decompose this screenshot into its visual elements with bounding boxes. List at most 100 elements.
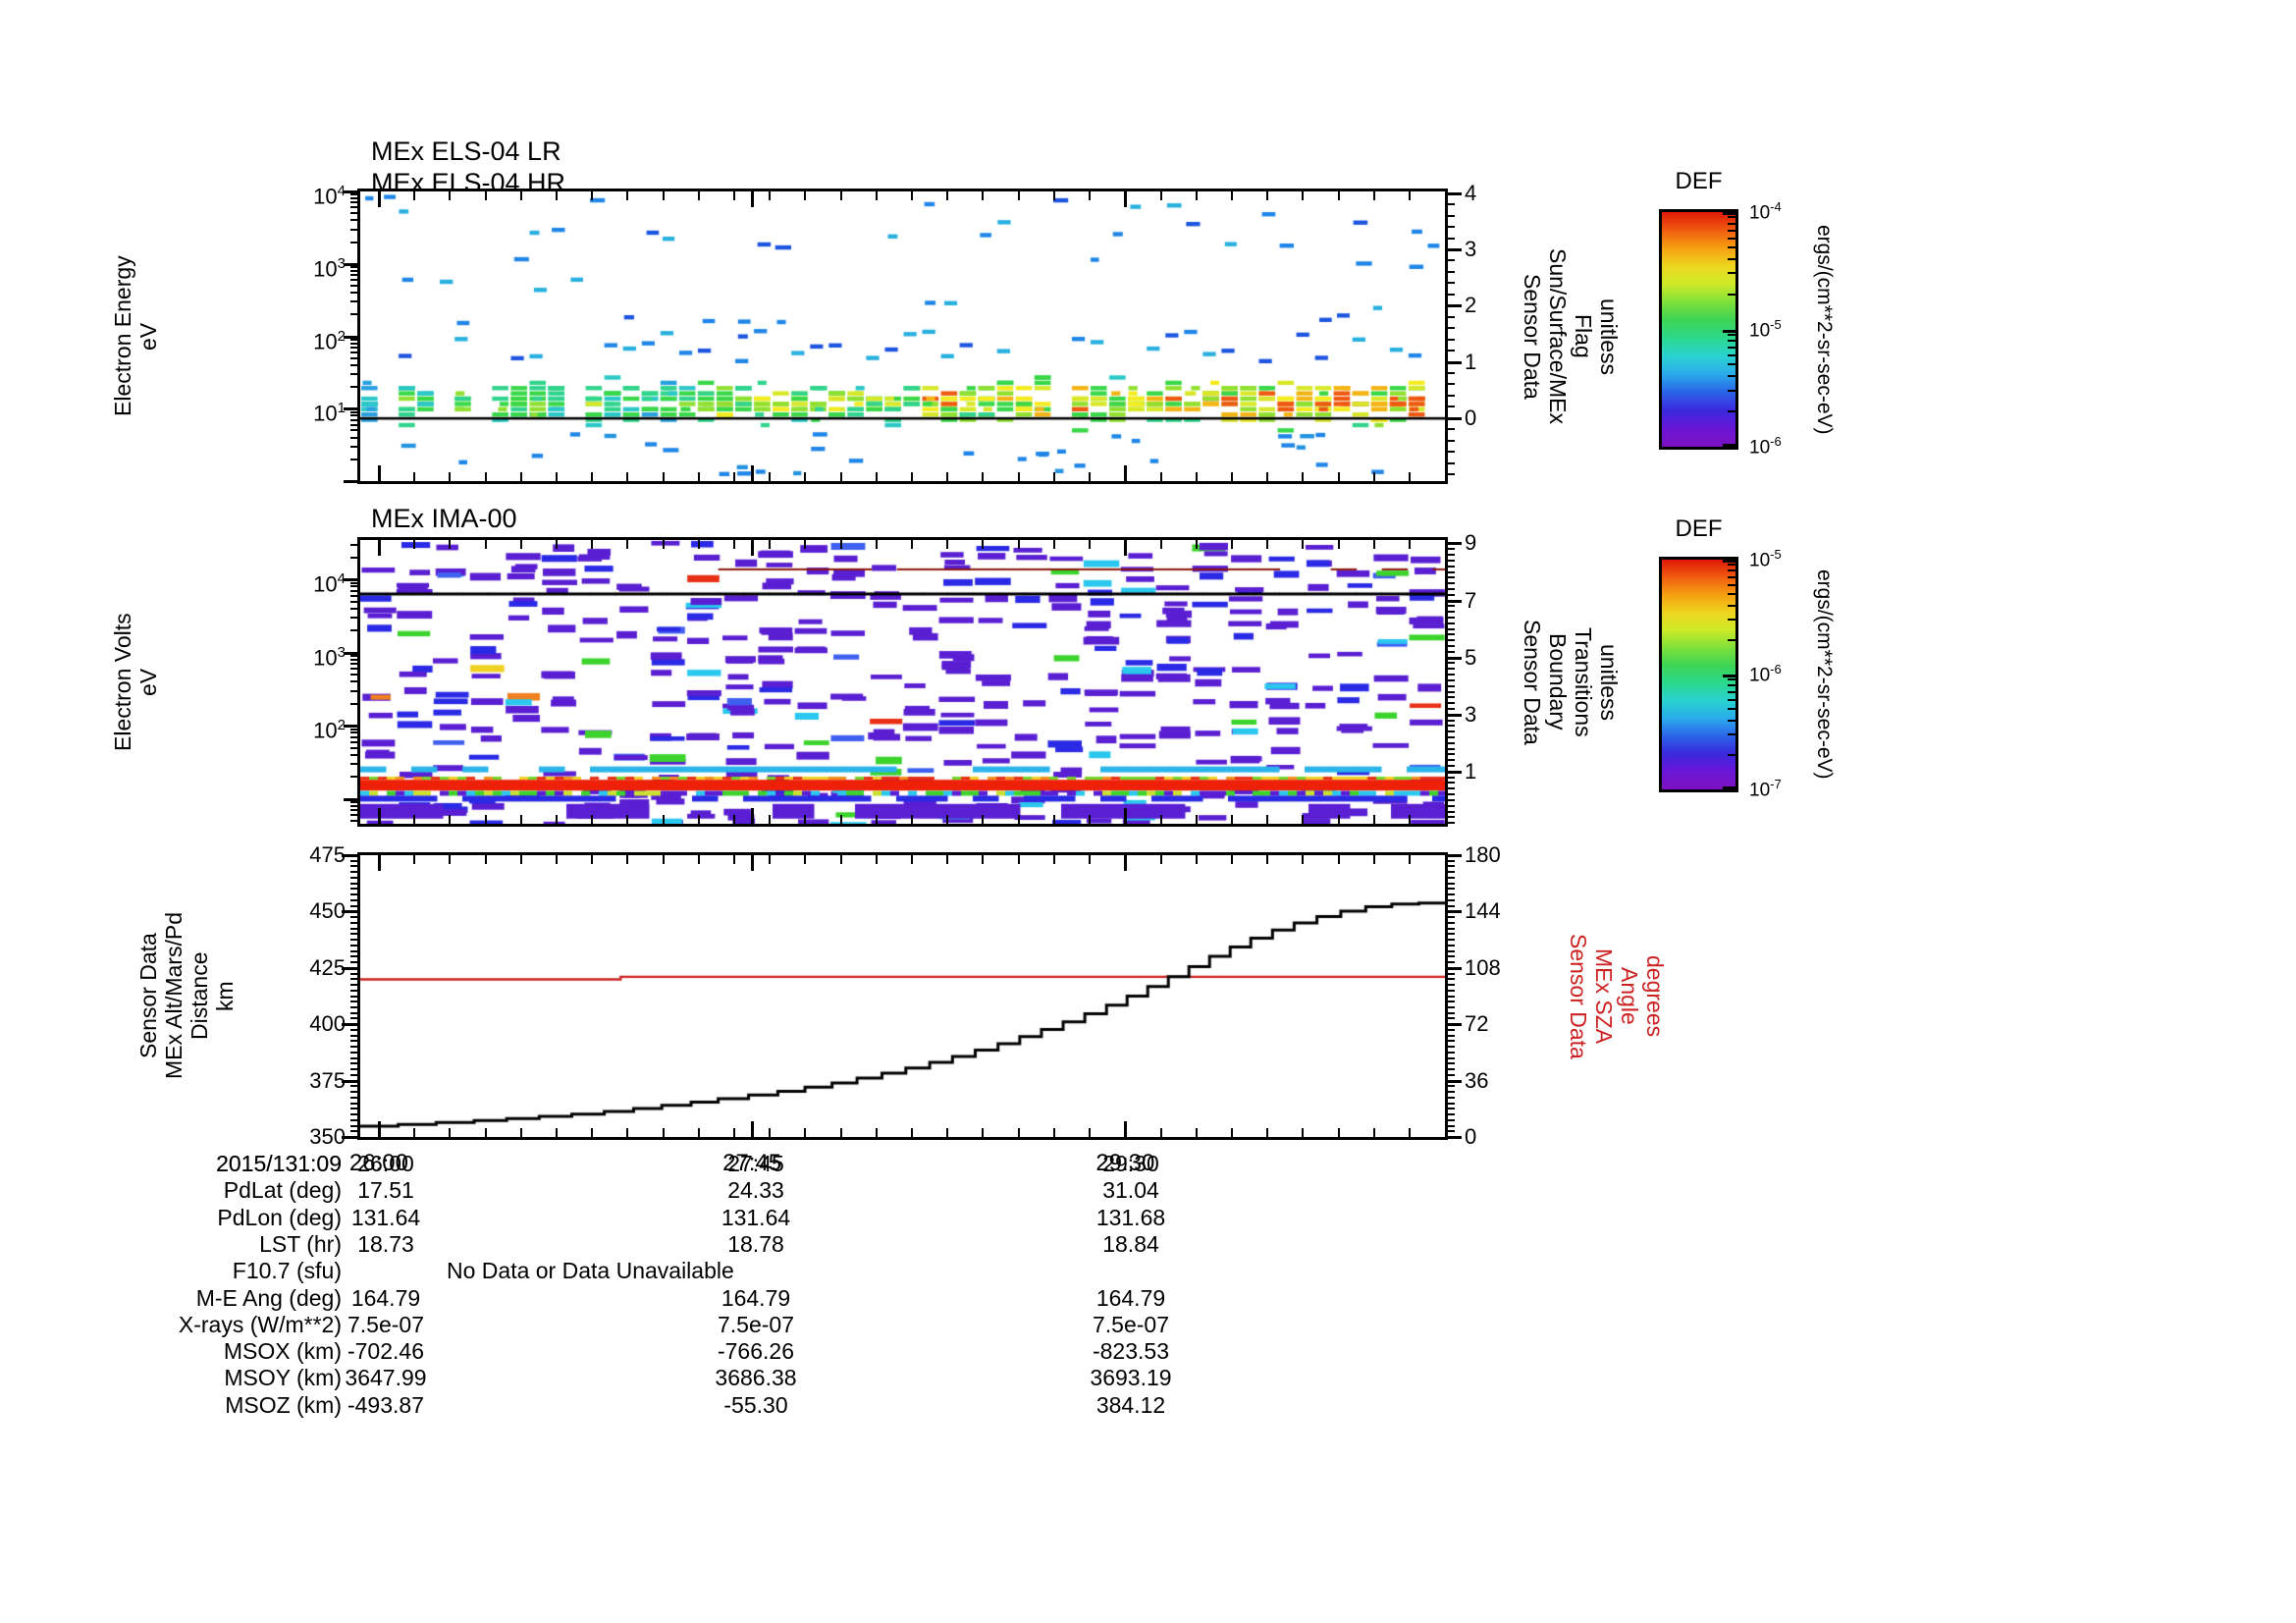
axis-tick bbox=[1448, 611, 1455, 613]
axis-tick bbox=[1409, 855, 1411, 864]
axis-tick bbox=[1448, 771, 1462, 774]
axis-tick bbox=[626, 815, 628, 824]
axis-tick bbox=[1728, 389, 1735, 392]
axis-tick bbox=[1231, 472, 1233, 481]
axis-tick bbox=[804, 1128, 806, 1137]
axis-tick bbox=[1448, 1085, 1455, 1087]
axis-tick bbox=[350, 996, 357, 998]
axis-tick bbox=[350, 655, 357, 657]
axis-tick bbox=[350, 1068, 357, 1070]
axis-tick bbox=[350, 352, 357, 353]
table-time-value: 29:30 bbox=[1102, 1151, 1159, 1176]
axis-tick bbox=[1448, 566, 1455, 568]
axis-tick bbox=[350, 763, 357, 765]
axis-tick bbox=[1409, 540, 1411, 549]
axis-tick bbox=[1448, 777, 1455, 779]
axis-tick bbox=[350, 424, 357, 426]
axis-tick bbox=[1160, 472, 1162, 481]
axis-tick bbox=[556, 1128, 558, 1137]
axis-tick bbox=[1266, 815, 1268, 824]
axis-tick bbox=[663, 1128, 665, 1137]
axis-tick bbox=[1409, 191, 1411, 200]
axis-tick bbox=[1448, 1040, 1455, 1042]
axis-tick bbox=[413, 815, 415, 824]
axis-tick bbox=[378, 855, 381, 871]
axis-tick bbox=[1448, 271, 1455, 273]
axis-tick bbox=[1448, 226, 1455, 228]
axis-tick bbox=[350, 877, 357, 879]
table-cell-value: 7.5e-07 bbox=[347, 1311, 424, 1337]
axis-tick bbox=[1448, 1136, 1462, 1139]
axis-tick bbox=[413, 1128, 415, 1137]
axis-tick bbox=[350, 990, 357, 992]
axis-tick bbox=[1448, 748, 1455, 750]
axis-tick bbox=[1448, 215, 1455, 217]
axis-tick bbox=[1448, 451, 1455, 453]
table-cell-value: 24.33 bbox=[727, 1177, 784, 1204]
axis-tick bbox=[350, 242, 357, 243]
axis-tick bbox=[1018, 540, 1020, 549]
axis-tick bbox=[751, 855, 754, 871]
axis-tick bbox=[350, 270, 357, 272]
axis-tick bbox=[1196, 540, 1198, 549]
axis-tick bbox=[350, 814, 357, 816]
axis-tick bbox=[1728, 638, 1735, 641]
axis-tick bbox=[769, 191, 771, 200]
axis-tick bbox=[1448, 945, 1455, 947]
axis-tick bbox=[1448, 782, 1455, 784]
axis-tick bbox=[1728, 604, 1735, 607]
axis-tick bbox=[1448, 933, 1455, 935]
axis-tick bbox=[1124, 1121, 1127, 1137]
axis-tick bbox=[344, 190, 357, 193]
axis-tick bbox=[804, 191, 806, 200]
axis-tick bbox=[350, 893, 357, 895]
axis-tick bbox=[350, 347, 357, 349]
axis-tick bbox=[350, 300, 357, 302]
axis-tick bbox=[1053, 815, 1055, 824]
axis-tick bbox=[1728, 272, 1735, 275]
axis-tick bbox=[1448, 350, 1455, 352]
axis-tick bbox=[1448, 361, 1462, 364]
axis-tick bbox=[1448, 1023, 1462, 1026]
axis-tick bbox=[1448, 725, 1455, 727]
axis-tick bbox=[1196, 815, 1198, 824]
axis-tick bbox=[911, 815, 913, 824]
axis-tick bbox=[1448, 304, 1462, 307]
els-spectrogram-canvas bbox=[360, 191, 1445, 481]
axis-tick bbox=[911, 540, 913, 549]
axis-tick bbox=[626, 1128, 628, 1137]
axis-tick bbox=[350, 1052, 357, 1054]
axis-tick bbox=[449, 191, 451, 200]
table-cell-value: 18.73 bbox=[357, 1230, 414, 1257]
right-axis-tick-label: 3 bbox=[1465, 237, 1477, 261]
axis-tick bbox=[1448, 893, 1455, 895]
axis-tick bbox=[350, 292, 357, 294]
axis-tick bbox=[413, 855, 415, 864]
right-axis-tick-label: 0 bbox=[1465, 1124, 1477, 1149]
axis-tick bbox=[1196, 855, 1198, 864]
time-tick-label: 27:45 bbox=[722, 1150, 782, 1176]
y-axis-tick-label: 375 bbox=[309, 1067, 346, 1093]
axis-tick bbox=[350, 1006, 357, 1008]
axis-tick bbox=[449, 1128, 451, 1137]
axis-tick bbox=[911, 191, 913, 200]
axis-tick bbox=[1448, 1057, 1455, 1059]
axis-tick bbox=[1053, 855, 1055, 864]
axis-tick bbox=[350, 629, 357, 631]
axis-tick bbox=[1448, 916, 1455, 918]
table-row-time-label: 2015/131:09 bbox=[216, 1151, 342, 1176]
y-axis-tick-label: 425 bbox=[309, 954, 346, 980]
axis-tick bbox=[350, 429, 357, 431]
axis-tick bbox=[520, 1128, 522, 1137]
axis-tick bbox=[556, 540, 558, 549]
axis-tick bbox=[1448, 417, 1462, 420]
axis-tick bbox=[1728, 375, 1735, 378]
axis-tick bbox=[350, 905, 357, 907]
table-cell-value: 7.5e-07 bbox=[717, 1311, 794, 1337]
table-cell-value: 384.12 bbox=[1095, 1391, 1166, 1418]
axis-tick bbox=[350, 729, 357, 730]
axis-tick bbox=[1448, 865, 1455, 867]
axis-tick bbox=[1728, 410, 1735, 413]
axis-tick bbox=[350, 1119, 357, 1121]
axis-tick bbox=[350, 888, 357, 890]
